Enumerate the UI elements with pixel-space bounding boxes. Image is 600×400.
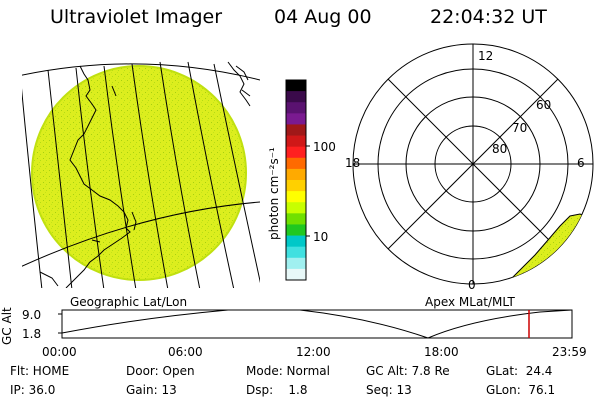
info-gcalt: GC Alt: 7.8 Re <box>366 364 450 378</box>
polar-plot <box>352 43 594 285</box>
colorbar-cell <box>286 257 306 270</box>
info-glat: GLat: 24.4 <box>486 364 553 378</box>
info-glon: GLon: 76.1 <box>486 383 556 397</box>
colorbar-cell <box>286 102 306 114</box>
colorbar-cell <box>286 157 306 170</box>
time-tick-0000: 00:00 <box>42 345 77 359</box>
time-tick-2359: 23:59 <box>552 345 587 359</box>
colorbar-cell <box>286 80 306 92</box>
colorbar-cell <box>286 191 306 203</box>
mlt-label-18: 18 <box>345 156 361 170</box>
geographic-map <box>22 61 260 288</box>
time-tick-1200: 12:00 <box>296 345 331 359</box>
meridian-lines <box>22 61 260 288</box>
colorbar-cell <box>286 235 306 248</box>
colorbar-cell <box>286 124 306 137</box>
alt-tick-1-8: 1.8 <box>22 327 42 341</box>
colorbar-cell <box>286 168 306 181</box>
auroral-glow-disk <box>31 65 247 281</box>
time-tick-0600: 06:00 <box>168 345 203 359</box>
lat-label-70: 70 <box>512 121 528 135</box>
instrument-title: Ultraviolet Imager <box>50 6 223 28</box>
info-ip: IP: 36.0 <box>10 383 56 397</box>
colorbar-cell <box>286 135 306 148</box>
colorbar-cell <box>286 113 306 125</box>
alt-tick-9: 9.0 <box>22 308 42 322</box>
colorbar-cell <box>286 213 306 225</box>
lat-label-60: 60 <box>536 98 552 112</box>
info-flt: Flt: HOME <box>10 364 70 378</box>
mlt-label-6: 6 <box>577 156 585 170</box>
info-dsp: Dsp: 1.8 <box>246 383 308 397</box>
parallel-lines <box>22 63 260 267</box>
info-door: Door: Open <box>126 364 195 378</box>
colorbar-unit-label: photon cm⁻²s⁻¹ <box>267 147 281 240</box>
altitude-curve <box>61 309 573 339</box>
colorbar-cell <box>286 146 306 159</box>
colorbar-cell <box>286 246 306 259</box>
colorbar <box>285 79 310 281</box>
apex-caption: Apex MLat/MLT <box>425 295 515 309</box>
colorbar-tick-100: 100 <box>313 140 336 154</box>
altitude-plot <box>58 309 573 339</box>
time-tick-1800: 18:00 <box>424 345 459 359</box>
geographic-caption: Geographic Lat/Lon <box>70 295 188 309</box>
info-seq: Seq: 13 <box>366 383 412 397</box>
lat-label-80: 80 <box>492 142 508 156</box>
colorbar-cell <box>286 224 306 237</box>
info-mode: Mode: Normal <box>246 364 330 378</box>
colorbar-cell <box>286 180 306 192</box>
colorbar-cell <box>286 91 306 103</box>
colorbar-cell <box>286 268 306 281</box>
mlt-label-12: 12 <box>478 49 494 63</box>
colorbar-tick-10: 10 <box>313 230 329 244</box>
mlt-label-0: 0 <box>468 278 476 292</box>
date-label: 04 Aug 00 <box>274 6 372 28</box>
auroral-oval-patch <box>509 213 593 284</box>
altitude-ylabel: GC Alt <box>0 307 14 345</box>
coastline <box>39 61 251 288</box>
colorbar-cell <box>286 202 306 214</box>
info-gain: Gain: 13 <box>126 383 177 397</box>
time-label: 22:04:32 UT <box>430 6 547 28</box>
